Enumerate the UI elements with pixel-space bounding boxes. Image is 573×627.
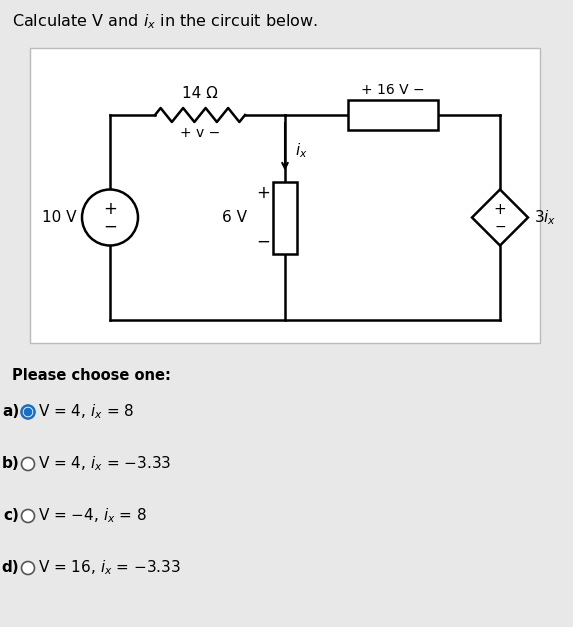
Polygon shape (472, 189, 528, 246)
Text: a): a) (2, 404, 19, 419)
Bar (30, 48, 540, 343)
Circle shape (22, 458, 34, 470)
Bar (273, 181, 297, 253)
Text: $i_x$: $i_x$ (295, 142, 308, 160)
Text: d): d) (2, 561, 19, 576)
Text: b): b) (2, 456, 19, 472)
Text: Calculate V and $i_x$ in the circuit below.: Calculate V and $i_x$ in the circuit bel… (12, 13, 318, 31)
Text: Please choose one:: Please choose one: (12, 367, 171, 382)
Text: 14 Ω: 14 Ω (182, 85, 218, 100)
Text: c): c) (3, 508, 19, 524)
Text: $3i_x$: $3i_x$ (534, 208, 556, 227)
Text: V = 4, $i_x$ = −3.33: V = 4, $i_x$ = −3.33 (38, 455, 172, 473)
Text: V = 16, $i_x$ = −3.33: V = 16, $i_x$ = −3.33 (38, 559, 182, 577)
Text: + v −: + v − (180, 126, 220, 140)
Text: +: + (103, 201, 117, 218)
Text: +: + (256, 184, 270, 203)
Circle shape (22, 406, 34, 418)
Text: −: − (103, 218, 117, 236)
Text: + 16 V −: + 16 V − (360, 83, 425, 97)
Text: V = −4, $i_x$ = 8: V = −4, $i_x$ = 8 (38, 507, 148, 525)
Circle shape (24, 408, 32, 416)
Text: 10 V: 10 V (41, 210, 76, 225)
Text: 6 V: 6 V (222, 210, 247, 225)
Bar (347, 100, 438, 130)
Text: −: − (256, 233, 270, 251)
Circle shape (22, 510, 34, 522)
Text: V = 4, $i_x$ = 8: V = 4, $i_x$ = 8 (38, 403, 135, 421)
Circle shape (22, 562, 34, 574)
Text: −: − (494, 219, 506, 233)
Circle shape (22, 406, 34, 418)
Text: +: + (493, 202, 507, 217)
Circle shape (82, 189, 138, 246)
